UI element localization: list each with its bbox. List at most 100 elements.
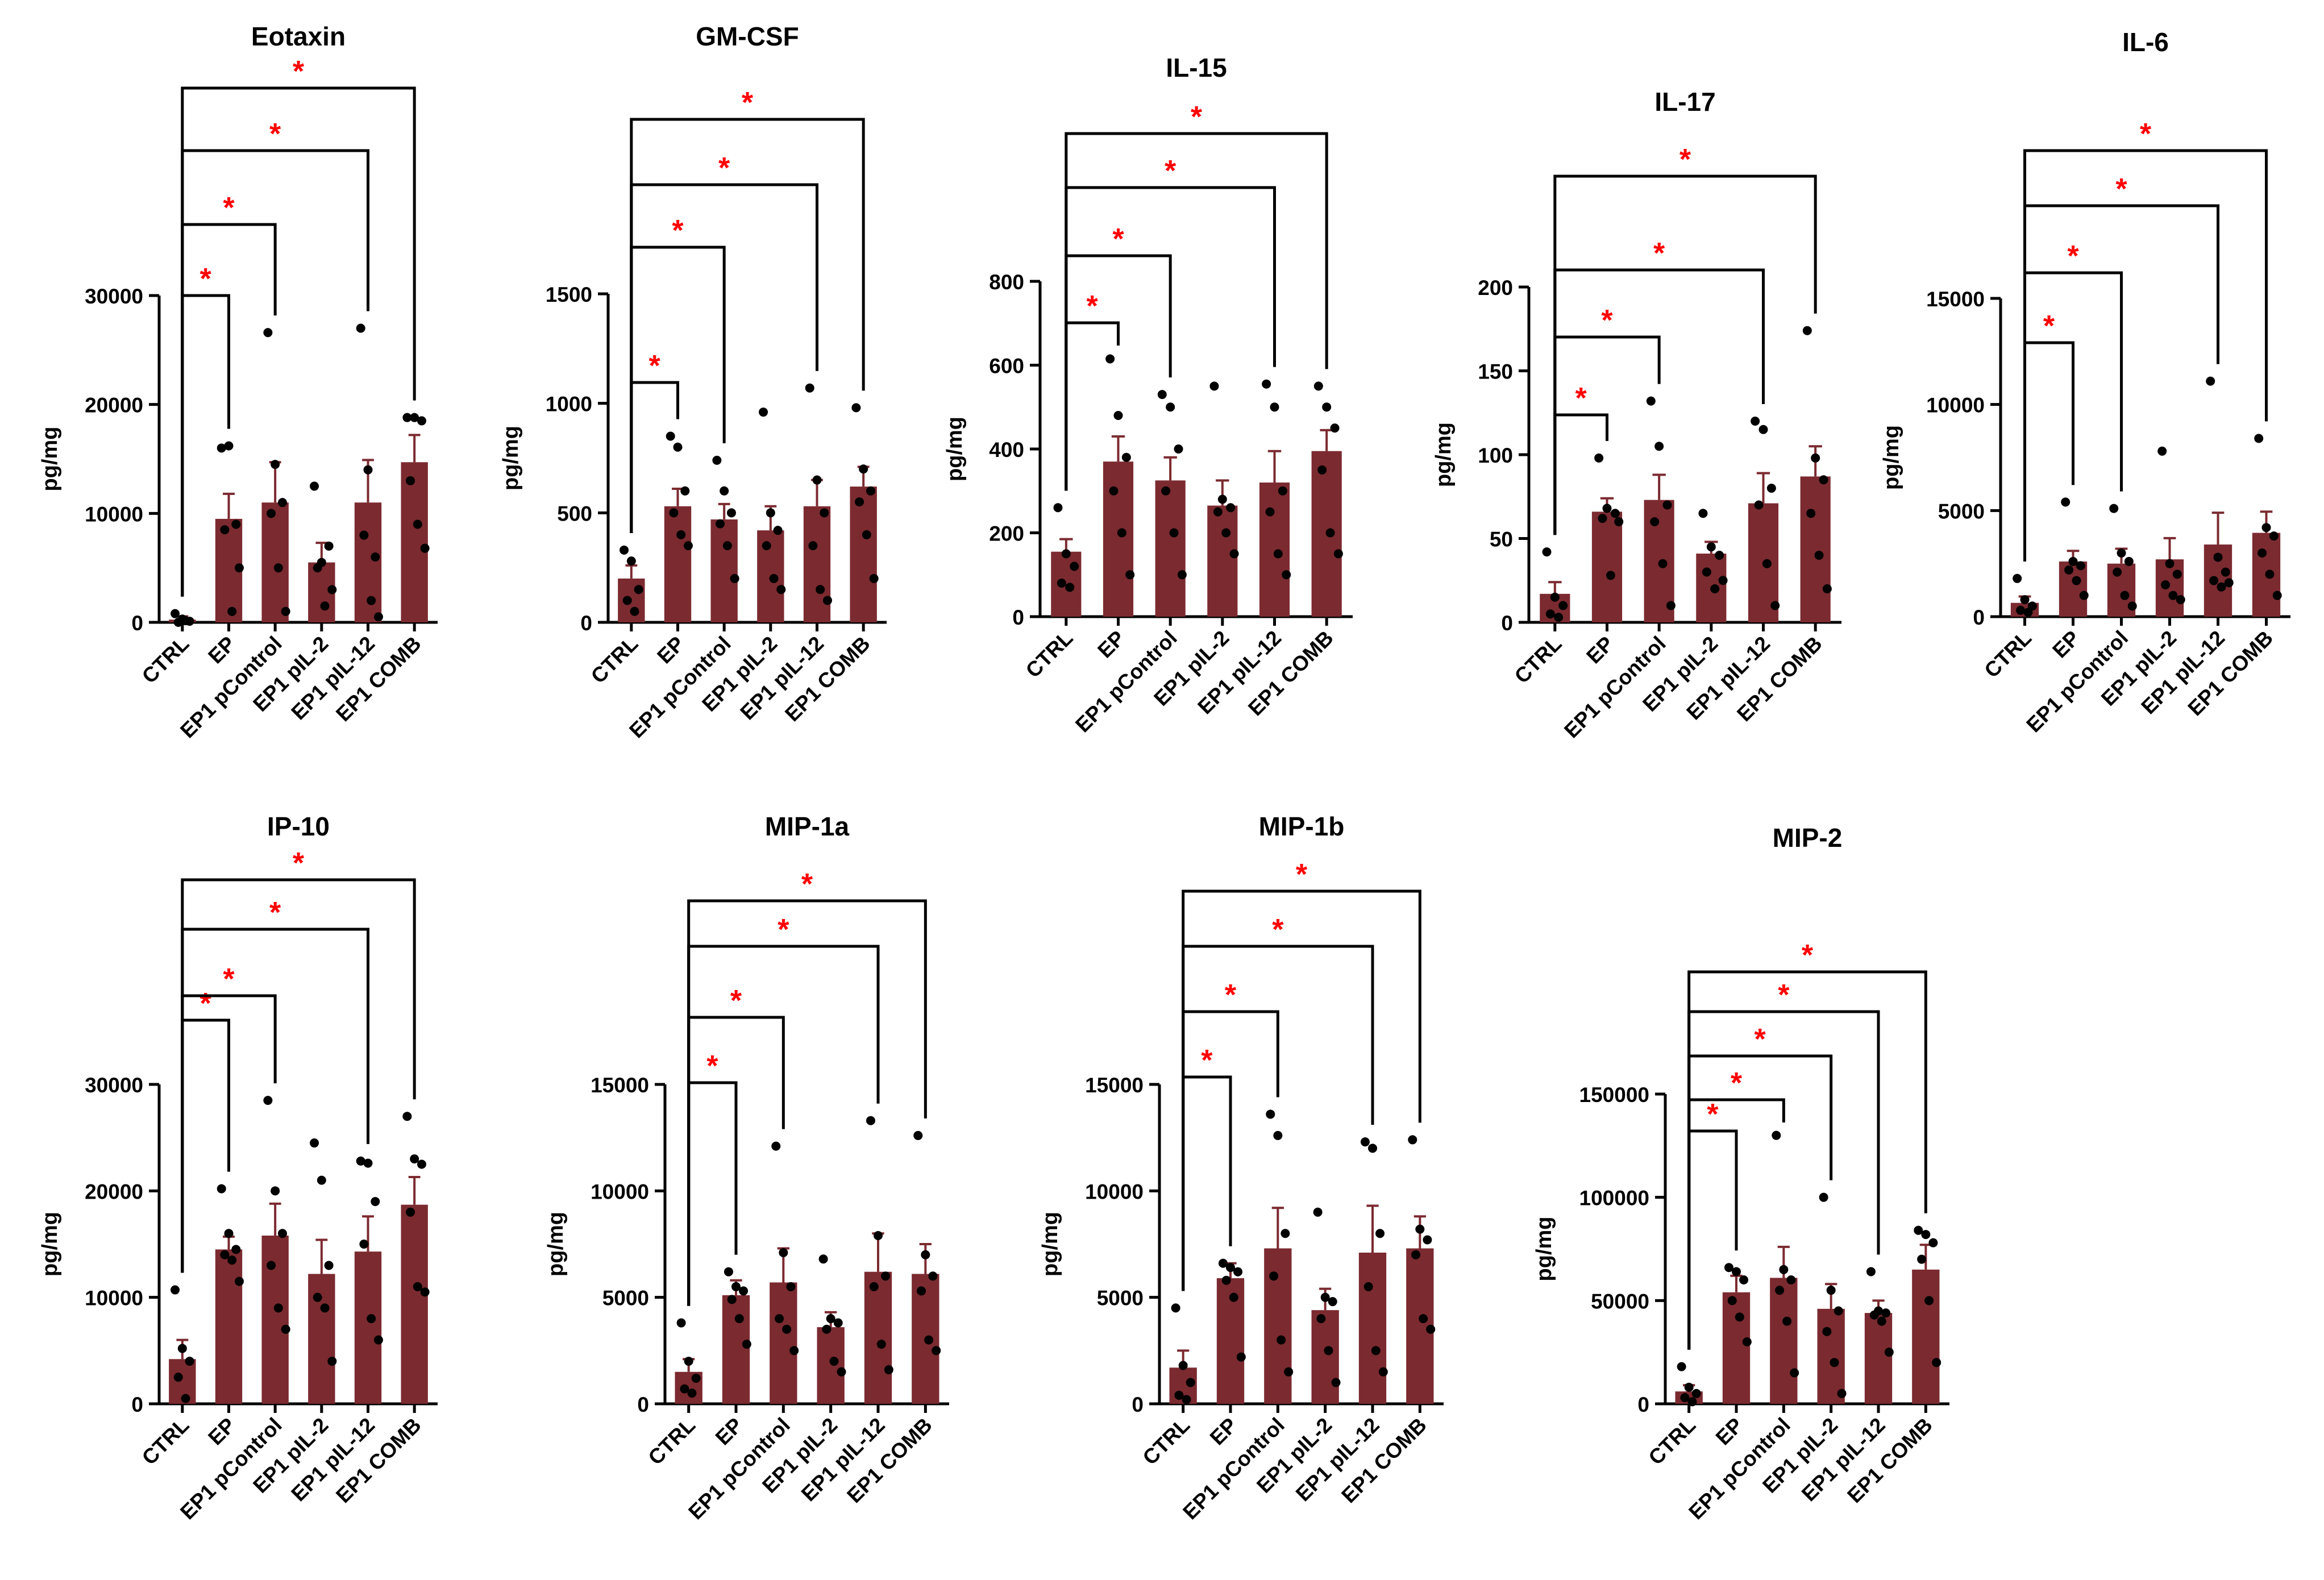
bar: [1912, 1269, 1940, 1404]
data-point: [231, 1245, 241, 1254]
data-point: [2165, 559, 2175, 568]
significance-star: *: [778, 913, 789, 946]
data-point: [2176, 595, 2185, 605]
y-tick-label: 10000: [85, 1287, 143, 1310]
chart-title: GM-CSF: [696, 22, 799, 51]
data-point: [413, 519, 422, 529]
bar: [1591, 512, 1623, 622]
data-point: [267, 1261, 276, 1270]
chart-title: MIP-1b: [1259, 812, 1345, 841]
data-point: [1702, 567, 1711, 577]
data-point: [826, 1314, 835, 1324]
significance-star: *: [730, 984, 742, 1017]
significance-bracket: [630, 118, 865, 533]
significance-star: *: [1087, 290, 1099, 323]
y-tick-label: 0: [1501, 612, 1513, 635]
data-point: [1558, 601, 1568, 610]
data-point: [1157, 390, 1167, 400]
bar: [401, 462, 428, 622]
data-point: [680, 486, 690, 496]
data-point: [1662, 500, 1672, 510]
significance-star: *: [1802, 939, 1814, 972]
bar: [1155, 480, 1186, 617]
significance-star: *: [742, 86, 754, 119]
y-tick-label: 1500: [546, 283, 592, 306]
data-point: [829, 1357, 839, 1366]
data-point: [1718, 576, 1728, 585]
error-bar: [408, 1175, 421, 1205]
data-point: [1914, 1225, 1923, 1235]
data-point: [1057, 579, 1066, 588]
data-point: [874, 1231, 883, 1241]
data-point: [2269, 531, 2279, 541]
bar: [1051, 551, 1082, 617]
data-point: [1837, 1388, 1847, 1398]
bar: [354, 502, 382, 622]
y-tick-label: 200: [1478, 276, 1513, 300]
data-point: [324, 541, 334, 551]
data-point: [1834, 1306, 1843, 1316]
y-axis-label: pg/mg: [1038, 1212, 1062, 1277]
y-axis-label: pg/mg: [544, 1212, 568, 1277]
data-point: [1229, 549, 1239, 559]
data-point: [406, 476, 415, 485]
data-point: [224, 1229, 234, 1238]
y-axis-label: pg/mg: [38, 1212, 62, 1277]
data-point: [2217, 582, 2226, 592]
y-tick-label: 15000: [1085, 1074, 1144, 1097]
y-tick-label: 30000: [85, 285, 143, 308]
data-point: [630, 606, 639, 616]
y-tick-label: 800: [989, 271, 1024, 294]
error-bar: [718, 502, 730, 519]
x-tick-label: EP: [203, 1413, 240, 1450]
data-point: [666, 431, 675, 441]
y-tick-label: 150: [1478, 360, 1513, 384]
y-tick-label: 0: [1132, 1393, 1144, 1416]
x-tick-label: CTRL: [1021, 626, 1078, 683]
data-point: [263, 328, 273, 338]
data-point: [1779, 1265, 1789, 1274]
data-point: [1360, 1137, 1370, 1147]
y-tick-label: 0: [1973, 606, 1985, 629]
data-point: [1602, 504, 1612, 513]
data-point: [1273, 1130, 1283, 1140]
data-point: [820, 508, 829, 518]
data-point: [805, 383, 814, 393]
data-point: [1278, 486, 1287, 496]
data-point: [1218, 1258, 1228, 1268]
data-point: [921, 1250, 930, 1259]
data-point: [1550, 592, 1560, 602]
data-point: [1806, 509, 1816, 518]
data-point: [739, 1286, 749, 1296]
bar: [308, 1274, 335, 1404]
data-point: [2258, 548, 2267, 558]
data-point: [1331, 1378, 1341, 1387]
y-tick-label: 5000: [1097, 1287, 1144, 1310]
data-point: [779, 1248, 788, 1257]
data-point: [691, 1374, 701, 1383]
data-point: [1610, 509, 1620, 518]
data-point: [2161, 580, 2171, 589]
significance-star: *: [1112, 223, 1124, 256]
data-point: [2064, 565, 2074, 575]
data-point: [1822, 1327, 1832, 1336]
data-point: [626, 556, 636, 566]
data-point: [2068, 556, 2078, 566]
data-point: [2272, 591, 2282, 600]
data-point: [1542, 547, 1552, 557]
data-point: [622, 596, 632, 605]
data-point: [1598, 514, 1607, 523]
data-point: [310, 1138, 319, 1148]
data-point: [928, 1271, 938, 1281]
data-point: [1313, 381, 1323, 391]
data-point: [1363, 1282, 1373, 1291]
bar: [354, 1251, 382, 1404]
data-point: [1691, 1388, 1701, 1398]
y-tick-label: 0: [131, 612, 143, 635]
bar: [215, 1249, 243, 1404]
bar: [817, 1327, 845, 1404]
data-point: [1742, 1337, 1752, 1346]
data-point: [2265, 569, 2275, 579]
bar: [261, 1236, 289, 1404]
